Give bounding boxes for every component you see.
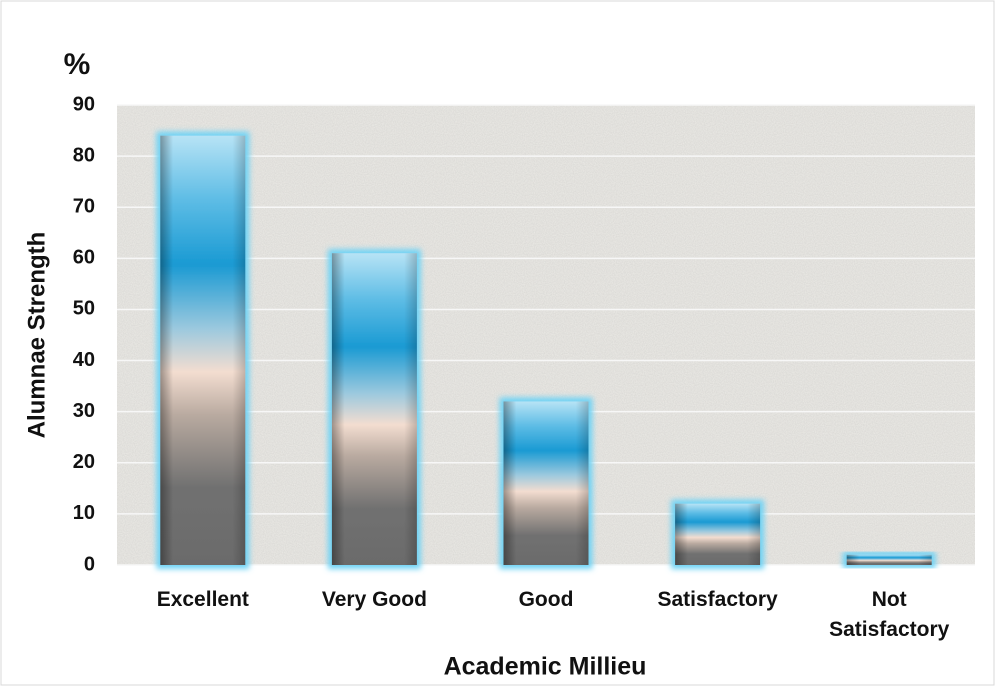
y-tick-label: 80 <box>73 144 95 166</box>
bar-shade <box>675 503 761 565</box>
y-tick-label: 50 <box>73 298 95 320</box>
y-axis-label: Alumnae Strength <box>23 232 50 439</box>
x-tick-label: Good <box>518 588 574 611</box>
y-tick-label: 30 <box>73 400 95 422</box>
bar-shade <box>503 401 589 565</box>
y-unit: % <box>64 48 91 81</box>
y-tick-label: 60 <box>73 247 95 269</box>
bar-shade <box>160 135 246 565</box>
bar-shade <box>846 554 932 565</box>
y-tick-label: 40 <box>73 349 95 371</box>
y-tick-label: 90 <box>73 93 95 115</box>
y-tick-label: 0 <box>84 553 95 575</box>
x-tick-label: Very Good <box>321 588 427 611</box>
x-tick-label: Not Satisfactory <box>829 588 950 641</box>
x-axis-label: Academic Millieu <box>444 653 647 681</box>
x-tick-label: Satisfactory <box>657 588 778 611</box>
y-tick-label: 20 <box>73 451 95 473</box>
x-tick-label: Excellent <box>156 588 249 611</box>
y-tick-label: 70 <box>73 196 95 218</box>
y-tick-label: 10 <box>73 502 95 524</box>
bar-shade <box>331 253 417 565</box>
